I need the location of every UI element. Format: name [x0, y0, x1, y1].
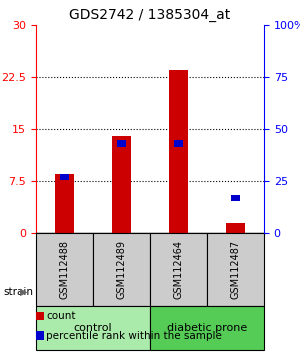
Text: GSM112464: GSM112464: [173, 240, 184, 299]
Text: GSM112487: GSM112487: [230, 240, 241, 299]
Text: GSM112489: GSM112489: [116, 240, 127, 299]
Bar: [36, 306, 150, 350]
Bar: [116, 141, 127, 147]
Title: GDS2742 / 1385304_at: GDS2742 / 1385304_at: [69, 8, 231, 22]
Text: GSM112488: GSM112488: [59, 240, 70, 299]
Text: control: control: [74, 323, 112, 333]
Text: count: count: [46, 311, 76, 321]
Bar: [173, 141, 184, 147]
Text: percentile rank within the sample: percentile rank within the sample: [46, 331, 222, 341]
Bar: [93, 233, 150, 306]
Bar: [150, 306, 264, 350]
Bar: [36, 233, 93, 306]
Bar: [207, 233, 264, 306]
Bar: [59, 174, 70, 180]
Bar: [150, 233, 207, 306]
Bar: [169, 70, 188, 233]
Text: diabetic prone: diabetic prone: [167, 323, 247, 333]
Bar: [55, 174, 74, 233]
Bar: [112, 136, 131, 233]
Bar: [230, 195, 241, 201]
Text: strain: strain: [3, 287, 33, 297]
Text: ▶: ▶: [20, 287, 27, 297]
Bar: [226, 223, 245, 233]
